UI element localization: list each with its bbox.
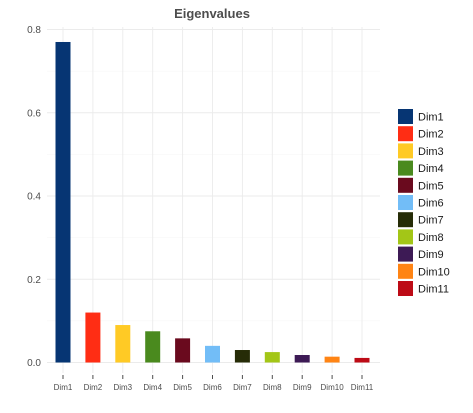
legend-label-dim1: Dim1 (418, 112, 444, 124)
legend-key-dim2 (398, 126, 413, 142)
y-tick-label: 0.0 (27, 358, 41, 369)
x-tick-label: Dim7 (233, 383, 252, 392)
legend-key-dim5 (398, 177, 413, 193)
x-tick-label: Dim3 (113, 383, 132, 392)
y-tick-label: 0.2 (27, 275, 41, 286)
bars (55, 41, 370, 363)
legend-key-dim3 (398, 143, 413, 159)
bar-dim7 (234, 350, 250, 363)
legend: Dim1 Dim2 Dim3 Dim4 Dim5 Dim6 Dim7 Dim8 Dim9 Dim1… (398, 109, 450, 296)
bar-dim3 (115, 325, 131, 363)
legend-label-dim3: Dim3 (418, 146, 444, 158)
legend-key-dim7 (398, 212, 413, 228)
legend-key-dim11 (398, 281, 413, 296)
legend-key-dim10 (398, 263, 413, 279)
legend-label-dim5: Dim5 (418, 180, 444, 192)
legend-key-dim1 (398, 109, 413, 124)
chart-title: Eigenvalues (174, 6, 250, 21)
bar-dim1 (55, 41, 71, 363)
y-tick-label: 0.4 (27, 192, 41, 203)
bar-dim5 (175, 338, 191, 363)
legend-label-dim8: Dim8 (418, 232, 444, 244)
x-tick-label: Dim1 (54, 383, 73, 392)
bar-dim11 (354, 357, 370, 363)
legend-key-dim6 (398, 195, 413, 210)
grid (47, 27, 380, 373)
x-tick-label: Dim5 (173, 383, 192, 392)
legend-label-dim2: Dim2 (418, 129, 444, 141)
bar-dim4 (145, 331, 161, 363)
legend-key-dim8 (398, 229, 413, 245)
x-tick-label: Dim6 (203, 383, 222, 392)
legend-key-dim9 (398, 246, 413, 262)
legend-label-dim11: Dim11 (418, 284, 449, 296)
legend-label-dim7: Dim7 (418, 215, 444, 227)
x-axis: Dim1 Dim2 Dim3 Dim4 Dim5 Dim6 Dim7 Dim8 Dim9 Dim1… (54, 375, 374, 392)
bar-dim6 (205, 345, 220, 363)
y-axis: 0.0 0.2 0.4 0.6 0.8 (27, 25, 41, 369)
bar-dim9 (294, 355, 310, 363)
x-tick-label: Dim4 (143, 383, 162, 392)
y-tick-label: 0.6 (27, 108, 41, 119)
legend-label-dim6: Dim6 (418, 198, 444, 210)
bar-dim10 (324, 356, 340, 363)
bar-dim8 (264, 352, 280, 363)
bar-dim2 (85, 312, 101, 363)
x-tick-label: Dim8 (263, 383, 282, 392)
legend-label-dim4: Dim4 (418, 163, 444, 175)
legend-key-dim4 (398, 160, 413, 176)
y-tick-label: 0.8 (27, 25, 41, 36)
legend-label-dim9: Dim9 (418, 249, 444, 261)
legend-label-dim10: Dim10 (418, 266, 450, 278)
x-tick-label: Dim10 (321, 383, 345, 392)
x-tick-label: Dim2 (84, 383, 103, 392)
x-tick-label: Dim9 (293, 383, 312, 392)
x-tick-label: Dim11 (351, 383, 374, 392)
